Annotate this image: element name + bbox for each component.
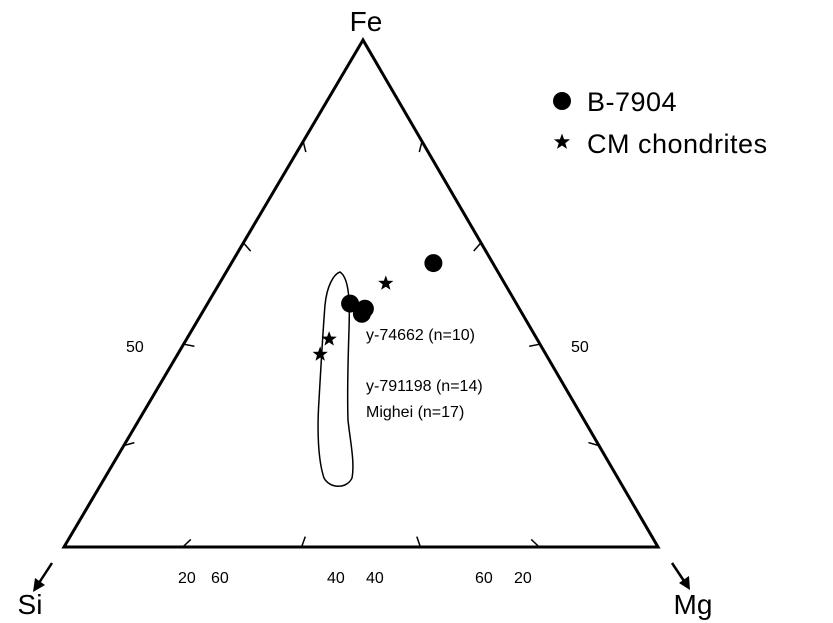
edge-tick-left-6 bbox=[183, 343, 195, 347]
tick-label-bottom-40b: 40 bbox=[366, 570, 384, 587]
edge-tick-left-2 bbox=[302, 141, 307, 153]
data-point-cm-star-0 bbox=[378, 275, 394, 290]
edge-tick-left-8 bbox=[123, 441, 135, 447]
tick-label-bottom-20b: 20 bbox=[514, 570, 532, 587]
legend-circle-marker bbox=[553, 92, 571, 110]
data-point-b7904-1 bbox=[341, 294, 360, 313]
legend-label-cm-chondrites: CM chondrites bbox=[587, 129, 768, 159]
mg-axis-arrow bbox=[670, 562, 690, 590]
data-point-cm-star-1 bbox=[321, 331, 337, 346]
data-point-b7904-3 bbox=[352, 304, 371, 323]
data-point-cm-star-2 bbox=[312, 346, 328, 361]
edge-tick-right-2 bbox=[418, 141, 423, 153]
legend-star-marker bbox=[553, 133, 571, 149]
edge-tick-right-6 bbox=[529, 343, 541, 347]
legend: B-7904 CM chondrites bbox=[553, 87, 768, 159]
edge-tick-right-8 bbox=[588, 441, 600, 447]
edge-ticks bbox=[123, 141, 600, 548]
tick-label-bottom-40a: 40 bbox=[327, 570, 345, 587]
si-axis-arrow bbox=[33, 562, 54, 592]
annotation-y74662: y-74662 (n=10) bbox=[366, 327, 475, 344]
apex-label-mg: Mg bbox=[674, 589, 713, 620]
edge-tick-right-4 bbox=[473, 242, 482, 252]
tick-label-bottom-60a: 60 bbox=[211, 570, 229, 587]
apex-label-fe: Fe bbox=[350, 6, 383, 37]
edge-tick-bottom-8 bbox=[530, 538, 540, 548]
data-point-b7904-0 bbox=[424, 254, 443, 273]
tick-label-right-50: 50 bbox=[571, 339, 589, 356]
edge-tick-bottom-2 bbox=[182, 538, 192, 548]
apex-label-si: Si bbox=[18, 589, 43, 620]
ternary-triangle bbox=[61, 37, 661, 549]
edge-tick-left-4 bbox=[242, 242, 252, 252]
edge-tick-bottom-6 bbox=[416, 536, 422, 548]
tick-label-bottom-20a: 20 bbox=[178, 570, 196, 587]
legend-label-b7904: B-7904 bbox=[587, 87, 677, 117]
tick-label-bottom-60b: 60 bbox=[475, 570, 493, 587]
edge-tick-bottom-4 bbox=[300, 536, 306, 548]
data-marks bbox=[312, 254, 443, 361]
annotation-y791198: y-791198 (n=14) bbox=[366, 378, 483, 395]
composition-field-outline bbox=[317, 271, 354, 487]
tick-label-left-50: 50 bbox=[126, 339, 144, 356]
annotation-mighei: Mighei (n=17) bbox=[366, 404, 464, 421]
